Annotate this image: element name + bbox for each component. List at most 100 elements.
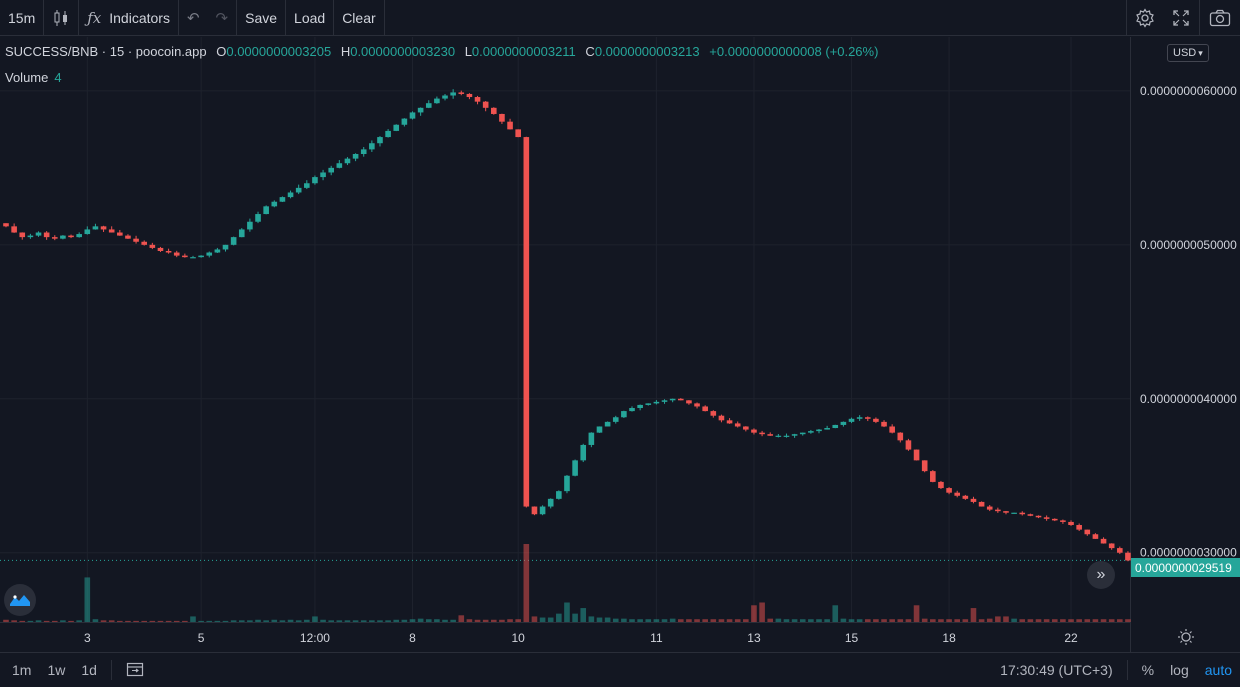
auto-scale-toggle[interactable]: auto: [1204, 662, 1232, 678]
candle-body: [523, 137, 530, 507]
scroll-to-realtime-button[interactable]: »: [1087, 561, 1115, 589]
candle: [905, 438, 912, 451]
fullscreen-button[interactable]: [1163, 0, 1199, 36]
volume-bar: [434, 619, 440, 622]
candle-body: [531, 506, 538, 515]
clock[interactable]: 17:30:49 (UTC+3): [1000, 662, 1113, 678]
open-value: 0.0000000003205: [226, 44, 332, 59]
volume-bar: [848, 619, 855, 622]
volume-label: Volume: [5, 70, 49, 85]
symbol-title[interactable]: SUCCESS/BNB · 15 · poocoin.app: [5, 44, 207, 59]
toolbar-divider: [333, 0, 335, 36]
candle: [491, 107, 497, 115]
candle: [385, 129, 391, 138]
candle: [1027, 513, 1034, 517]
candle: [612, 415, 619, 424]
clear-button[interactable]: Clear: [342, 9, 376, 26]
screenshot-button[interactable]: [1200, 0, 1240, 36]
time-axis[interactable]: 3 5 12:00 8 10 11 13 15 18 22: [84, 631, 1078, 645]
candle: [108, 226, 115, 233]
candle-body: [856, 417, 863, 419]
candle-body: [149, 244, 156, 248]
volume-bar: [661, 619, 668, 622]
candle-body: [214, 249, 221, 253]
candle: [572, 459, 578, 477]
date-range-button[interactable]: [118, 661, 152, 680]
range-1d-button[interactable]: 1d: [81, 662, 97, 678]
undo-button[interactable]: ↶: [179, 0, 208, 36]
candle-body: [564, 475, 570, 492]
candle-body: [198, 255, 204, 258]
candle: [710, 410, 717, 418]
currency-selector[interactable]: USD ▾: [1167, 44, 1209, 62]
candle: [1035, 515, 1042, 519]
range-1w-button[interactable]: 1w: [47, 662, 66, 678]
candle-body: [100, 226, 107, 230]
candle-body: [190, 257, 196, 259]
toolbar-divider: [285, 0, 287, 36]
candle-body: [718, 415, 725, 421]
redo-button[interactable]: ↷: [208, 0, 237, 36]
price-axis[interactable]: 0.0000000060000 0.0000000050000 0.00000000…: [1140, 84, 1237, 560]
volume-value: 4: [54, 70, 62, 85]
volume-bar: [1027, 619, 1034, 622]
x-tick-label: 13: [747, 631, 761, 645]
candle: [669, 398, 676, 403]
candle: [840, 421, 847, 427]
volume-bar: [141, 620, 148, 622]
candle-body: [954, 492, 961, 496]
candle: [1043, 515, 1050, 521]
chart-type-button[interactable]: [44, 0, 78, 36]
indicators-button[interactable]: ƒx Indicators: [79, 0, 178, 36]
candle-body: [930, 471, 936, 482]
volume-bar: [3, 619, 9, 622]
candle-body: [759, 432, 765, 435]
candle-body: [182, 255, 188, 258]
volume-bar: [751, 605, 757, 622]
candle: [1125, 551, 1131, 562]
candle-body: [263, 206, 269, 215]
candle: [263, 205, 269, 215]
candle-body: [425, 103, 432, 108]
volume-bar: [531, 616, 538, 622]
volume-bar: [621, 618, 627, 622]
candles-icon: [54, 9, 68, 26]
volume-bar: [775, 618, 782, 622]
candle-body: [84, 229, 91, 235]
load-button[interactable]: Load: [294, 9, 326, 26]
volume-bar: [783, 619, 790, 622]
volume-bar: [580, 608, 587, 622]
candle: [352, 153, 359, 162]
interval-selector[interactable]: 15m: [0, 0, 43, 36]
last-price-value: 0.0000000029519: [1135, 560, 1232, 575]
volume-bar: [856, 619, 863, 622]
volume-bar: [76, 620, 82, 622]
volume-bar: [572, 613, 578, 622]
save-button[interactable]: Save: [245, 9, 278, 26]
candle-body: [978, 501, 985, 507]
open-key: O: [216, 44, 227, 59]
volume-bar: [1011, 618, 1017, 622]
candle: [751, 428, 757, 435]
candle-body: [962, 495, 969, 499]
volume-bar: [710, 619, 717, 622]
percent-scale-toggle[interactable]: %: [1141, 662, 1155, 678]
candle: [881, 420, 887, 428]
settings-button[interactable]: [1127, 0, 1163, 36]
volume-bar: [921, 618, 928, 622]
range-1m-button[interactable]: 1m: [12, 662, 32, 678]
volume-bar: [19, 620, 26, 622]
candle-body: [547, 498, 554, 507]
candle-body: [1117, 548, 1123, 553]
volume-bar: [133, 620, 139, 622]
candle-body: [864, 417, 871, 419]
log-scale-toggle[interactable]: log: [1170, 662, 1189, 678]
candle: [1019, 511, 1026, 516]
volume-legend[interactable]: Volume 4: [5, 70, 62, 85]
candle-body: [629, 408, 635, 412]
candle: [417, 107, 424, 116]
volume-bar: [35, 620, 42, 622]
tradingview-logo[interactable]: [4, 584, 36, 616]
price-chart[interactable]: 0.0000000060000 0.0000000050000 0.00000000…: [0, 0, 1240, 652]
time-axis-settings-button[interactable]: [1178, 629, 1194, 645]
